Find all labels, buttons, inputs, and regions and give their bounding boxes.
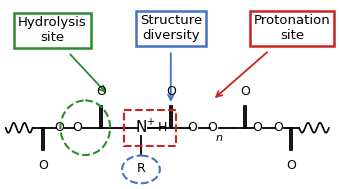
- Text: H: H: [158, 121, 168, 134]
- Text: R: R: [136, 162, 145, 174]
- Text: O: O: [188, 121, 198, 134]
- Text: O: O: [240, 85, 250, 98]
- Text: Hydrolysis
site: Hydrolysis site: [18, 16, 87, 44]
- Text: O: O: [39, 159, 49, 172]
- Text: O: O: [208, 121, 218, 134]
- Text: Protonation
site: Protonation site: [254, 15, 330, 43]
- Text: O: O: [252, 121, 262, 134]
- Text: Structure
diversity: Structure diversity: [140, 15, 202, 43]
- Text: O: O: [73, 121, 82, 134]
- Text: +: +: [146, 117, 154, 127]
- Text: O: O: [54, 121, 64, 134]
- Text: O: O: [286, 159, 296, 172]
- Text: O: O: [96, 85, 106, 98]
- Text: n: n: [216, 133, 223, 143]
- Bar: [124, 110, 176, 146]
- Text: O: O: [273, 121, 283, 134]
- Text: N: N: [135, 120, 147, 135]
- Text: O: O: [166, 85, 176, 98]
